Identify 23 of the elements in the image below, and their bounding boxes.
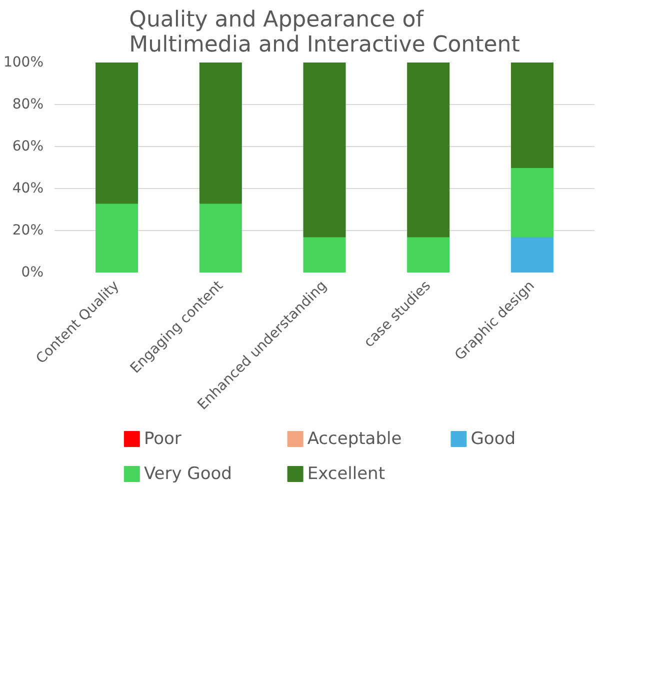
- legend-label: Poor: [144, 429, 182, 449]
- y-tick-label: 60%: [12, 138, 44, 154]
- chart-title: Quality and Appearance of Multimedia and Interactive Content: [129, 8, 520, 58]
- y-tick-label: 20%: [12, 222, 44, 238]
- bar: [96, 202, 138, 272]
- legend-label: Excellent: [307, 464, 386, 484]
- bar: [199, 202, 242, 272]
- bar: [510, 167, 554, 238]
- bar: [510, 236, 554, 272]
- y-tick-label: 40%: [12, 180, 44, 196]
- bar: [303, 62, 346, 238]
- legend-label: Very Good: [144, 464, 232, 484]
- bar: [199, 62, 242, 204]
- y-tick-label: 0%: [21, 264, 44, 280]
- y-tick-label: 80%: [12, 96, 44, 112]
- y-tick-label: 100%: [3, 54, 44, 70]
- bar: [303, 236, 346, 272]
- legend-label: Good: [470, 429, 516, 449]
- legend-label: Acceptable: [307, 429, 402, 449]
- bar: [407, 62, 450, 238]
- bar: [407, 236, 450, 272]
- bar: [510, 62, 554, 168]
- bar: [96, 62, 138, 204]
